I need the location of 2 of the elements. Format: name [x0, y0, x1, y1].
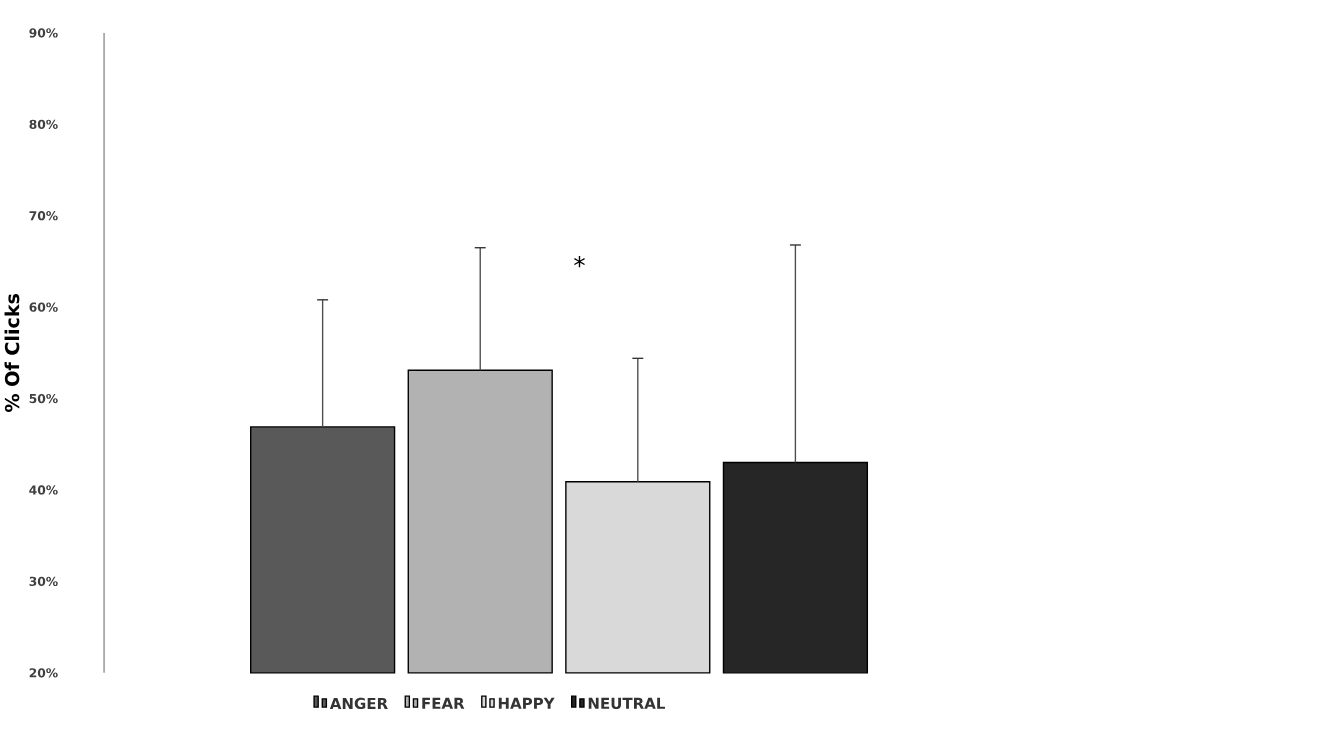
- annotation: *: [574, 256, 585, 268]
- y-axis-title: % Of Clicks: [4, 294, 20, 413]
